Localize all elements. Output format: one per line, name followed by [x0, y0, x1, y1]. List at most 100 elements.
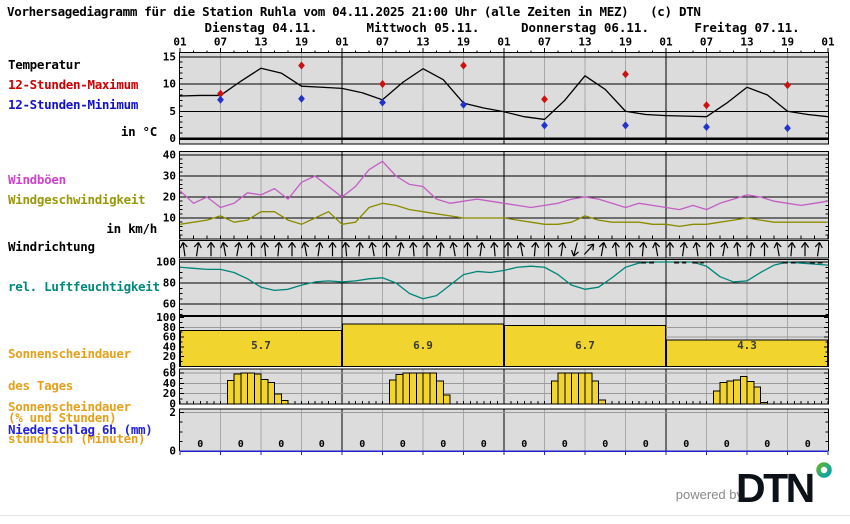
wind-arrow [247, 241, 256, 257]
label-windrichtung: Windrichtung [8, 239, 95, 254]
precip-6h-value: 0 [278, 439, 284, 450]
hour-label: 01 [173, 36, 187, 49]
wind-arrow [760, 241, 769, 257]
wind-arrow [409, 241, 418, 257]
sunshine-hour-bar [712, 390, 721, 405]
sunshine-hour-bar [733, 379, 741, 405]
hour-label: 19 [781, 36, 794, 49]
dtn-logo-dot [816, 462, 832, 478]
wind-arrow [625, 241, 634, 257]
wind-arrow [787, 241, 796, 257]
wind-arrow [274, 241, 283, 257]
wind-arrow [733, 241, 742, 257]
sunshine-hour-bar [274, 393, 282, 405]
precip-6h-value: 0 [400, 439, 406, 450]
wind-arrow [193, 241, 202, 257]
powered-by-text: powered by [675, 487, 743, 502]
wind-arrow [598, 241, 607, 257]
precip-6h-value: 0 [602, 439, 608, 450]
temp-max-markers [217, 61, 791, 110]
day-label: Freitag 07.11. [694, 20, 799, 35]
temperature-panel: 15 10 5 0 [163, 50, 829, 145]
wind-arrow [328, 241, 337, 257]
wind-arrow [692, 241, 701, 257]
sunshine-hour-bar [395, 374, 404, 405]
sunshine-day-value: 6.9 [413, 339, 433, 352]
day-label: Mittwoch 05.11. [367, 20, 480, 35]
marker-diamond [784, 124, 791, 133]
precip-6h-value: 0 [359, 439, 365, 450]
panel-frame [179, 368, 829, 405]
panel-frame [179, 408, 829, 451]
sunshine-hour-bar [402, 372, 410, 405]
dtn-logo[interactable]: DTN [736, 460, 836, 510]
wind-arrow [449, 241, 458, 257]
hour-label: 13 [578, 36, 591, 49]
wind-arrow [341, 241, 350, 257]
sunshine-hour-bar [247, 372, 255, 405]
wind-speed-curve [179, 202, 828, 228]
wind-arrow [436, 241, 445, 257]
humidity-curve [179, 261, 829, 300]
precip-6h-value: 0 [197, 439, 203, 450]
day-label: Donnerstag 06.11. [521, 20, 649, 35]
sunshine-hour-bar [550, 380, 559, 405]
sunshine-day-value: 4.3 [737, 339, 757, 352]
label-temp-unit: in °C [120, 124, 157, 139]
y-tick-label: 100 [156, 256, 176, 269]
precip-6h-value: 0 [562, 439, 568, 450]
wind-arrow [611, 241, 620, 257]
wind-arrow [800, 241, 810, 257]
wind-arrow [747, 241, 756, 257]
sunshine-hour-bar [260, 378, 269, 405]
precip-6h-value: 0 [724, 439, 730, 450]
sunshine-hour-bar [571, 372, 579, 405]
wind-panel: 40 30 20 10 [163, 149, 829, 240]
marker-diamond [622, 121, 629, 130]
wind-arrow [382, 241, 391, 257]
panel-frame [179, 240, 829, 259]
label-windgeschwindigkeit: Windgeschwindigkeit [8, 192, 146, 207]
precip-6h-value: 0 [805, 439, 811, 450]
marker-diamond [784, 81, 791, 90]
wind-arrow [639, 241, 648, 257]
wind-arrow [517, 241, 526, 257]
wind-arrow [720, 241, 729, 257]
wind-arrow [463, 241, 472, 257]
marker-diamond [217, 95, 224, 104]
sunshine-hour-bar [591, 380, 599, 405]
panel-frame [179, 151, 829, 240]
precip-6h-value: 0 [481, 439, 487, 450]
y-tick-label: 100 [156, 311, 176, 324]
hour-label: 19 [295, 36, 308, 49]
wind-arrow [396, 241, 405, 257]
label-12h-maximum: 12-Stunden-Maximum [8, 77, 139, 92]
precip-6h-value: 0 [521, 439, 527, 450]
hour-label: 13 [254, 36, 267, 49]
wind-gusts-curve [179, 160, 829, 211]
wind-arrow [531, 241, 540, 257]
y-tick-label: 20 [163, 387, 176, 400]
hour-label: 13 [416, 36, 429, 49]
sunshine-hour-bar [753, 386, 761, 405]
wind-arrow [315, 241, 324, 257]
wind-arrow [570, 242, 579, 257]
wind-arrow [220, 241, 229, 257]
hour-label: 07 [214, 36, 227, 49]
label-sonnenschein-tag: Sonnenscheindauer des Tages (% und Stund… [8, 346, 131, 425]
wind-arrow [679, 241, 688, 257]
sunshine-day-value: 6.7 [575, 339, 595, 352]
sunshine-hour-bar [422, 372, 431, 405]
sunshine-hour-bar [415, 372, 424, 405]
y-tick-label: 0 [169, 398, 176, 411]
hour-label: 19 [619, 36, 632, 49]
sunshine-hour-bar [584, 372, 593, 405]
sunshine-day-bar [342, 323, 504, 367]
sunshine-hour-bar [253, 373, 262, 405]
wind-arrow [234, 241, 243, 257]
dtn-logo-text: DTN [736, 465, 813, 510]
y-tick-label: 0 [169, 445, 176, 458]
sunshine-hour-bar [557, 372, 566, 405]
y-tick-label: 5 [169, 105, 176, 118]
